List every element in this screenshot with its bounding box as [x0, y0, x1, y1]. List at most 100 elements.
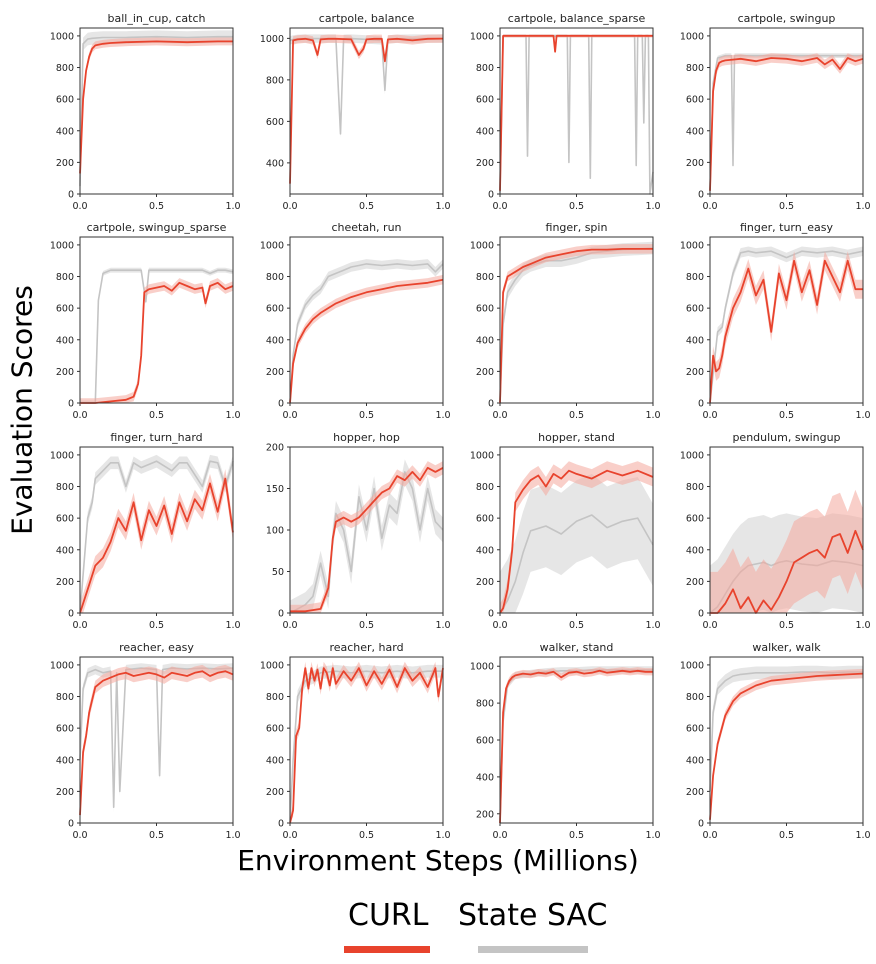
subplot-finger-turn-hard: finger, turn_hard 0 200 400 600 800 1000 0.0 0.5… — [50, 431, 241, 631]
x-tick-label: 1.0 — [435, 620, 450, 631]
x-tick-label: 0.0 — [492, 410, 507, 421]
subplot-title: hopper, hop — [333, 431, 400, 444]
x-tick-label: 0.0 — [72, 830, 87, 841]
x-tick-label: 0.5 — [779, 620, 794, 631]
y-tick-label: 400 — [266, 335, 284, 346]
x-tick-label: 0.0 — [702, 620, 717, 631]
y-tick-label: 800 — [476, 482, 494, 493]
state-sac-line — [499, 669, 653, 824]
y-tick-label: 600 — [476, 95, 494, 106]
y-tick-label: 800 — [686, 692, 704, 703]
x-tick-label: 1.0 — [645, 620, 660, 631]
y-tick-label: 400 — [476, 545, 494, 556]
curl-line — [79, 477, 234, 614]
y-tick-label: 0 — [488, 609, 494, 620]
plot-frame — [709, 446, 864, 614]
y-tick-label: 800 — [476, 699, 494, 710]
plot-frame — [499, 27, 654, 195]
y-tick-label: 600 — [266, 117, 284, 128]
y-tick-label: 1000 — [680, 450, 704, 461]
subplot-title: cartpole, balance_sparse — [508, 12, 646, 25]
state-sac-line — [289, 37, 443, 135]
y-tick-label: 100 — [266, 526, 284, 537]
x-tick-label: 1.0 — [435, 410, 450, 421]
curl-line — [80, 281, 234, 404]
state-sac-line — [499, 35, 654, 195]
x-tick-label: 0.0 — [492, 620, 507, 631]
state-sac-band — [500, 666, 653, 823]
y-tick-label: 400 — [686, 545, 704, 556]
legend: CURL State SAC — [330, 898, 630, 960]
y-tick-label: 1000 — [50, 450, 74, 461]
x-tick-label: 0.5 — [359, 410, 374, 421]
y-tick-label: 0 — [68, 399, 74, 410]
y-tick-label: 0 — [68, 819, 74, 830]
y-tick-label: 400 — [686, 755, 704, 766]
y-tick-label: 800 — [266, 272, 284, 283]
legend-swatch-state-sac — [478, 946, 588, 953]
y-tick-label: 1000 — [50, 660, 74, 671]
y-tick-label: 200 — [266, 443, 284, 454]
y-tick-label: 400 — [686, 335, 704, 346]
state-sac-line — [709, 671, 863, 792]
curl-line — [289, 667, 444, 824]
state-sac-band — [290, 34, 443, 138]
subplot-finger-turn-easy: finger, turn_easy 0 200 400 600 800 1000 0.0 0.5… — [680, 221, 871, 421]
subplot-hopper-stand: hopper, stand 0 200 400 600 800 1000 0.0 0.5 1.0 — [470, 431, 661, 631]
curl-line — [290, 466, 444, 613]
y-tick-label: 600 — [56, 514, 74, 525]
x-tick-label: 0.5 — [779, 201, 794, 212]
x-tick-label: 1.0 — [855, 201, 870, 212]
y-tick-label: 1000 — [260, 660, 284, 671]
curl-band — [80, 37, 233, 178]
state-sac-line — [79, 460, 234, 614]
x-tick-label: 0.0 — [282, 830, 297, 841]
x-tick-label: 0.5 — [569, 201, 584, 212]
subplot-title: hopper, stand — [538, 431, 615, 444]
x-tick-label: 0.0 — [492, 201, 507, 212]
subplot-cheetah-run: cheetah, run 0 200 400 600 800 1000 0.0 0.5 1.0 — [260, 221, 451, 421]
subplot-finger-spin: finger, spin 0 200 400 600 800 1000 0.0 0.5 1.0 — [470, 221, 661, 421]
curl-band — [290, 274, 443, 403]
x-tick-label: 0.5 — [359, 201, 374, 212]
y-tick-label: 600 — [266, 724, 284, 735]
curl-line — [289, 37, 444, 184]
y-tick-label: 200 — [266, 367, 284, 378]
y-tick-label: 200 — [56, 577, 74, 588]
y-tick-label: 400 — [476, 126, 494, 137]
y-tick-label: 600 — [686, 304, 704, 315]
y-tick-label: 1000 — [470, 662, 494, 673]
y-tick-label: 400 — [266, 755, 284, 766]
state-sac-line — [289, 670, 443, 824]
y-tick-label: 400 — [56, 335, 74, 346]
curl-band — [80, 278, 233, 403]
curl-band — [710, 489, 863, 613]
y-tick-label: 200 — [476, 158, 494, 169]
y-axis-label-text: Evaluation Scores — [5, 285, 39, 535]
y-tick-label: 50 — [272, 567, 284, 578]
x-tick-label: 0.0 — [282, 620, 297, 631]
subplot-title: pendulum, swingup — [732, 431, 840, 444]
state-sac-line — [80, 269, 234, 404]
subplot-title: finger, spin — [546, 221, 608, 234]
subplot-cartpole-balance-sparse: cartpole, balance_sparse 0 200 400 600 800 100… — [470, 12, 661, 212]
x-tick-label: 0.5 — [569, 620, 584, 631]
y-tick-label: 200 — [686, 787, 704, 798]
y-tick-label: 0 — [278, 399, 284, 410]
y-tick-label: 400 — [56, 755, 74, 766]
y-tick-label: 600 — [686, 95, 704, 106]
y-tick-label: 400 — [686, 126, 704, 137]
curl-band — [710, 251, 863, 403]
y-tick-label: 600 — [266, 304, 284, 315]
x-tick-label: 0.5 — [569, 830, 584, 841]
plot-frame — [289, 27, 444, 195]
x-tick-label: 0.5 — [779, 830, 794, 841]
y-tick-label: 200 — [476, 809, 494, 820]
x-tick-label: 1.0 — [225, 201, 240, 212]
x-tick-label: 0.5 — [569, 410, 584, 421]
legend-swatch-curl — [344, 946, 430, 953]
y-tick-label: 200 — [686, 367, 704, 378]
y-tick-label: 0 — [278, 819, 284, 830]
x-tick-label: 1.0 — [645, 410, 660, 421]
